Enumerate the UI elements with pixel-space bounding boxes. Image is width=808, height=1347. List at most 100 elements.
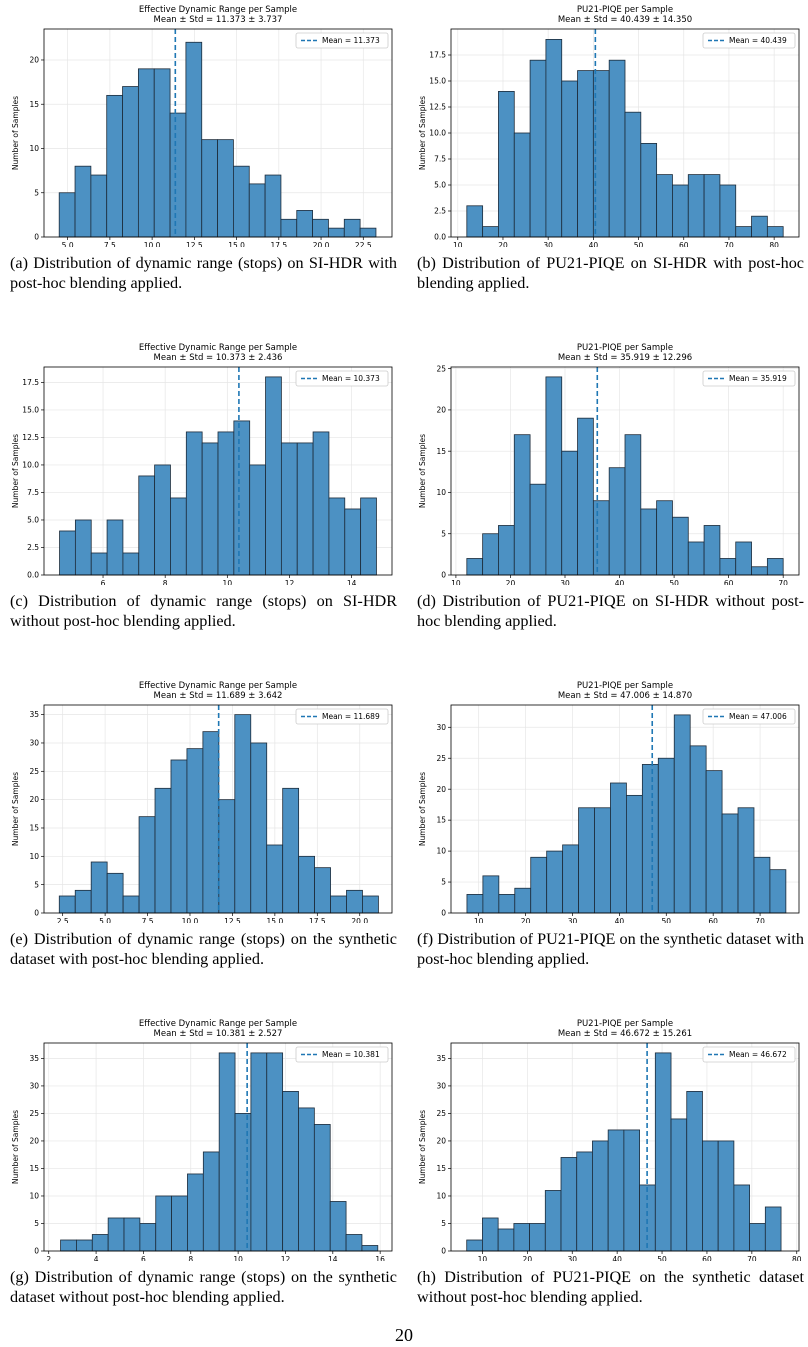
x-tick-label: 14 [328, 1255, 338, 1261]
chart-title: Effective Dynamic Range per Sample [139, 343, 297, 353]
histogram-bar [138, 475, 156, 576]
histogram-bar [672, 516, 689, 576]
histogram-bar [137, 68, 155, 238]
figure-a: Effective Dynamic Range per Sample Mean ±… [4, 2, 399, 293]
chart-title: Effective Dynamic Range per Sample [139, 5, 297, 15]
histogram-bar [626, 794, 643, 914]
x-tick-label: 40 [612, 1255, 622, 1261]
histogram-bar [608, 467, 626, 576]
x-tick-label: 4 [94, 1255, 99, 1261]
histogram-bar [656, 174, 673, 238]
figure-e: Effective Dynamic Range per Sample Mean ±… [4, 678, 399, 969]
x-tick-label: 15.0 [228, 241, 245, 247]
histogram-bar [466, 1239, 483, 1252]
x-tick-label: 60 [679, 241, 689, 247]
histogram-bar [122, 86, 139, 238]
x-tick-label: 14 [347, 579, 357, 585]
y-tick-label: 30 [29, 739, 39, 748]
x-tick-label: 8 [163, 579, 168, 585]
y-axis-label: Number of Samples [11, 434, 20, 508]
histogram-bar [608, 59, 626, 238]
x-tick-label: 30 [543, 241, 553, 247]
y-tick-label: 0 [34, 1247, 39, 1256]
caption-g: (g) Distribution of dynamic range (stops… [10, 1268, 397, 1306]
caption-a: (a) Distribution of dynamic range (stops… [10, 254, 397, 292]
histogram-bar [641, 764, 659, 914]
y-tick-label: 10.0 [429, 129, 446, 138]
x-tick-label: 17.5 [270, 241, 287, 247]
histogram-bar [735, 226, 752, 238]
caption-d: (d) Distribution of PU21-PIQE on SI-HDR … [417, 592, 804, 630]
y-tick-label: 20 [436, 406, 446, 415]
histogram-bar [250, 1052, 268, 1252]
histogram-bar [577, 417, 594, 576]
caption-e: (e) Distribution of dynamic range (stops… [10, 930, 397, 968]
histogram-bar [466, 205, 484, 238]
histogram-bar [280, 218, 298, 238]
caption-c: (c) Distribution of dynamic range (stops… [10, 592, 397, 630]
figure-g: Effective Dynamic Range per Sample Mean ±… [4, 1016, 399, 1307]
chart-subtitle: Mean ± Std = 40.439 ± 14.350 [558, 15, 692, 25]
y-tick-label: 30 [29, 1082, 39, 1091]
histogram-bar [296, 210, 314, 238]
histogram-bar [90, 174, 108, 238]
histogram-bar [218, 799, 236, 914]
y-tick-label: 0.0 [27, 571, 39, 580]
histogram-bar [466, 558, 484, 576]
y-tick-label: 10.0 [22, 461, 39, 470]
chart-subtitle: Mean ± Std = 10.381 ± 2.527 [154, 1029, 283, 1039]
x-tick-label: 12.5 [186, 241, 203, 247]
plot-frame [450, 366, 800, 576]
x-tick-label: 10 [453, 241, 463, 247]
histogram-bar [482, 875, 500, 914]
histogram-bar [529, 59, 547, 238]
histogram-bar [737, 807, 755, 914]
legend-label: Mean = 47.006 [729, 712, 787, 721]
histogram-bar [122, 552, 140, 576]
plot-frame [43, 704, 393, 914]
y-axis-label: Number of Samples [418, 434, 427, 508]
histogram-bar [361, 1245, 379, 1252]
x-tick-label: 70 [755, 917, 765, 923]
histogram-bar [266, 1052, 284, 1252]
histogram-bar [592, 500, 610, 576]
histogram-bar [687, 174, 705, 238]
histogram-bar [719, 184, 737, 238]
y-tick-label: 25 [29, 1109, 39, 1118]
legend-box [702, 708, 796, 725]
histogram-bar [217, 139, 234, 238]
histogram-bar [201, 442, 219, 576]
histogram-bar [296, 442, 314, 576]
histogram-bar [169, 112, 187, 238]
y-tick-label: 15 [29, 100, 39, 109]
x-tick-label: 12 [285, 579, 295, 585]
histogram-bar [154, 787, 172, 914]
y-tick-label: 5.0 [27, 516, 39, 525]
x-tick-label: 7.5 [142, 917, 154, 923]
histogram-bar [592, 1140, 609, 1252]
histogram-bar [717, 1140, 735, 1252]
histogram-bar [218, 1052, 236, 1252]
histogram-bar [313, 1124, 331, 1252]
figure-b: PU21-PIQE per Sample Mean ± Std = 40.439 … [411, 2, 806, 293]
x-tick-label: 17.5 [309, 917, 326, 923]
figure-h: PU21-PIQE per Sample Mean ± Std = 46.672 … [411, 1016, 806, 1307]
x-tick-label: 50 [661, 917, 671, 923]
histogram-bar [466, 894, 484, 914]
chart-title: PU21-PIQE per Sample [577, 343, 673, 353]
histogram-bar [751, 215, 768, 238]
y-tick-label: 10 [436, 488, 446, 497]
histogram-bar [139, 1223, 157, 1252]
histogram-bar [735, 541, 752, 576]
x-tick-label: 10.0 [144, 241, 161, 247]
figure-f: PU21-PIQE per Sample Mean ± Std = 47.006 … [411, 678, 806, 969]
x-tick-label: 50 [657, 1255, 667, 1261]
plot-frame [43, 1042, 393, 1252]
x-tick-label: 40 [589, 241, 599, 247]
x-tick-label: 10 [474, 917, 484, 923]
histogram-bar [170, 497, 187, 576]
x-tick-label: 30 [567, 1255, 577, 1261]
